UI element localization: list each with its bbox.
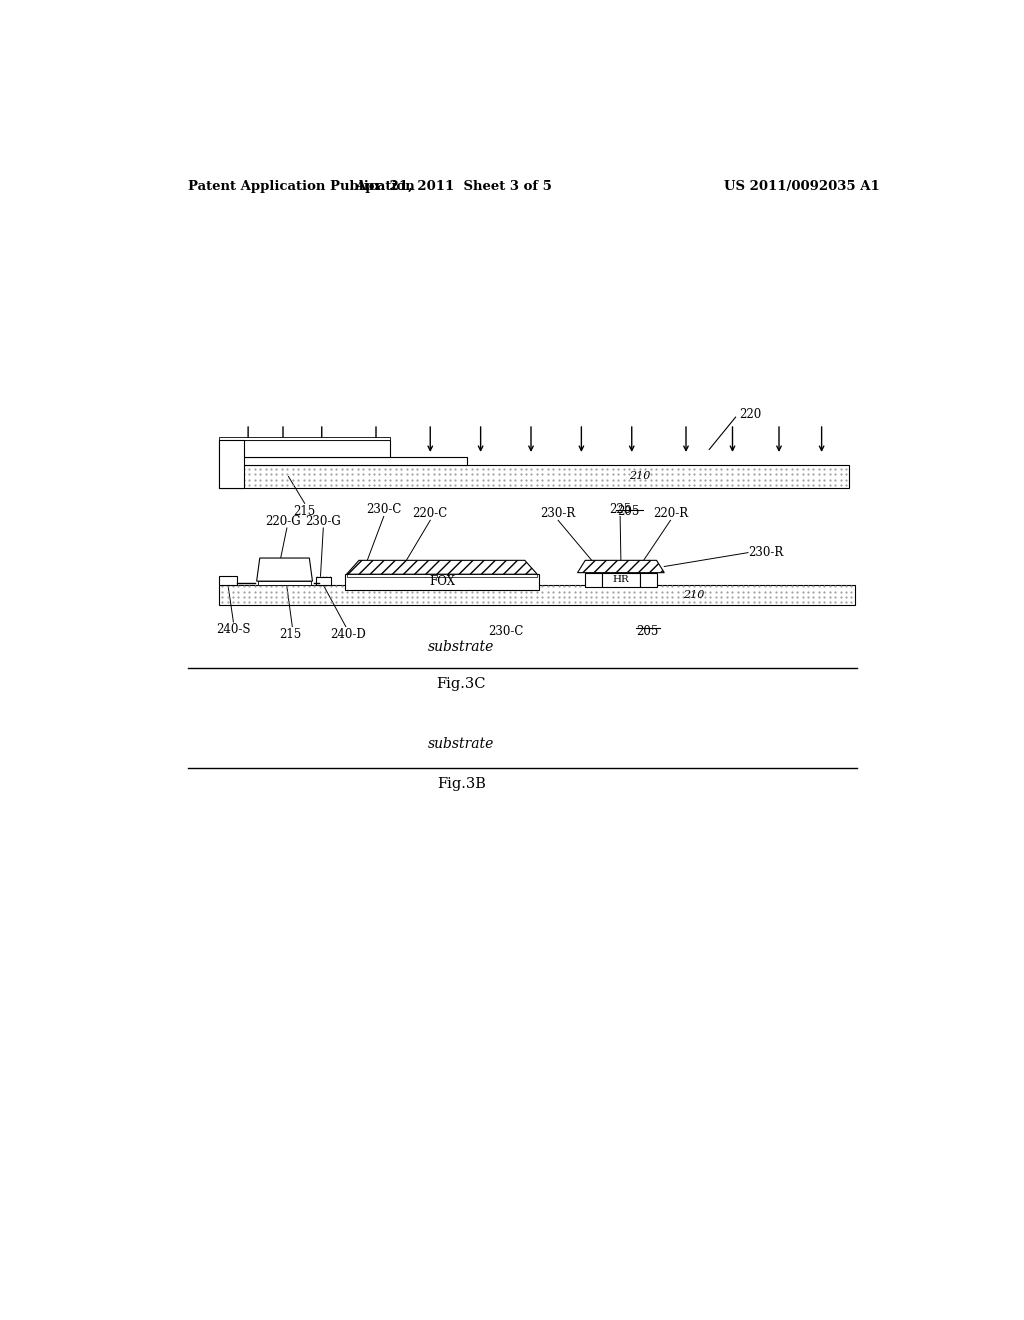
Text: 210: 210: [629, 471, 650, 482]
Text: 215: 215: [294, 506, 315, 517]
Text: Fig.3C: Fig.3C: [436, 677, 486, 690]
Text: FOX: FOX: [429, 576, 455, 589]
Text: substrate: substrate: [428, 737, 495, 751]
Bar: [346, 574, 538, 577]
Polygon shape: [346, 561, 538, 574]
Bar: [345, 574, 539, 590]
Polygon shape: [578, 561, 665, 573]
Text: 225: 225: [609, 503, 631, 516]
Text: substrate: substrate: [428, 640, 495, 655]
Text: 205: 205: [636, 626, 658, 638]
Text: 240-S: 240-S: [216, 623, 251, 636]
Text: 215: 215: [280, 628, 302, 642]
Text: US 2011/0092035 A1: US 2011/0092035 A1: [724, 181, 880, 194]
Text: 220-G: 220-G: [265, 515, 301, 528]
Text: Apr. 21, 2011  Sheet 3 of 5: Apr. 21, 2011 Sheet 3 of 5: [355, 181, 552, 194]
Bar: [258, 581, 311, 585]
Bar: [219, 576, 237, 585]
Bar: [219, 457, 467, 465]
Text: Patent Application Publication: Patent Application Publication: [188, 181, 415, 194]
Bar: [219, 437, 390, 441]
Text: 220-C: 220-C: [413, 507, 447, 520]
Bar: [586, 573, 602, 586]
Text: 230-C: 230-C: [366, 503, 401, 516]
Bar: [640, 573, 656, 586]
Text: 230-C: 230-C: [488, 626, 524, 638]
Text: 240-D: 240-D: [330, 628, 366, 642]
Bar: [219, 441, 390, 457]
Bar: [219, 441, 245, 488]
Bar: [315, 577, 331, 585]
Text: 230-G: 230-G: [305, 515, 341, 528]
Bar: [219, 585, 855, 605]
Text: 210: 210: [683, 590, 705, 601]
Bar: [602, 573, 640, 586]
Text: Fig.3B: Fig.3B: [437, 776, 485, 791]
Text: 230-R: 230-R: [748, 546, 783, 560]
Text: 230-R: 230-R: [541, 507, 575, 520]
Text: 220: 220: [738, 408, 761, 421]
Text: 220-R: 220-R: [653, 507, 688, 520]
Text: 205: 205: [616, 506, 639, 517]
Bar: [219, 465, 849, 488]
Text: HR: HR: [612, 576, 630, 583]
Polygon shape: [257, 558, 312, 581]
